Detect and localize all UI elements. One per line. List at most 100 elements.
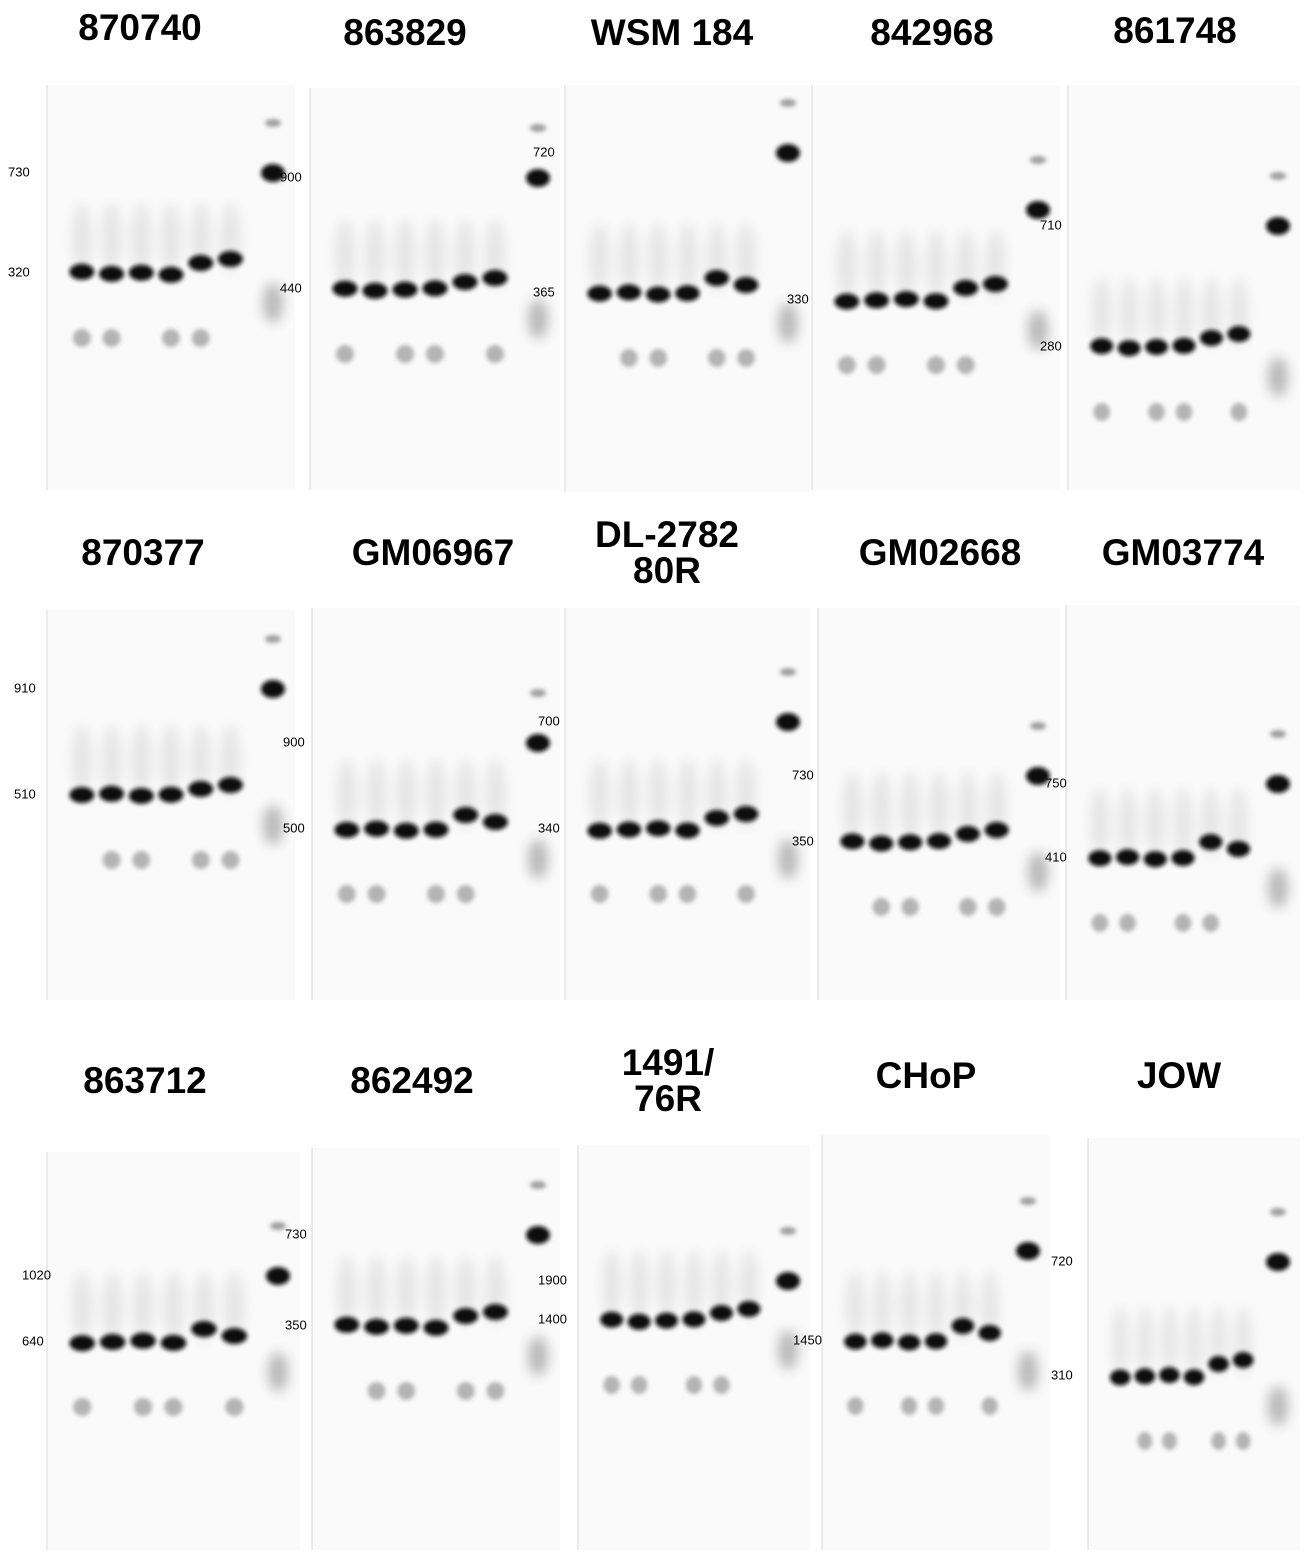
size-label: 500 — [283, 820, 305, 835]
panel-title: 76R — [634, 1078, 702, 1119]
ladder-band — [1020, 1197, 1036, 1205]
ladder-smear — [1268, 357, 1288, 397]
gel-band — [393, 822, 419, 839]
gel-band — [1109, 1369, 1131, 1386]
ladder-band — [1030, 156, 1046, 164]
gel-smear — [71, 1272, 93, 1342]
gel-smear — [711, 1250, 732, 1320]
gel-faint-band — [956, 356, 975, 374]
gel-band — [1145, 339, 1169, 355]
ladder-band — [1030, 722, 1046, 730]
gel-background — [47, 610, 295, 1000]
panel-title: 862492 — [350, 1060, 473, 1101]
gel-background — [578, 1145, 810, 1550]
gel-band — [1090, 338, 1114, 355]
gel-band — [160, 1334, 187, 1351]
gel-band — [655, 1312, 679, 1329]
ladder-band — [1270, 172, 1286, 180]
gel-faint-band — [486, 1382, 505, 1400]
ladder-band — [530, 124, 546, 132]
gel-band — [587, 285, 612, 302]
gel-smear — [425, 759, 447, 829]
gel-faint-band — [988, 898, 1006, 916]
gel-background — [47, 85, 295, 490]
gel-smear — [1111, 1306, 1129, 1376]
gel-band — [128, 787, 154, 804]
gel-smear — [71, 203, 93, 273]
gel-smear — [223, 1272, 246, 1342]
gel-band — [704, 810, 730, 826]
panel-title: 863712 — [83, 1060, 206, 1101]
gel-smear — [842, 772, 863, 842]
ladder-band — [1016, 1242, 1040, 1260]
gel-smear — [647, 759, 669, 829]
gel-band — [926, 833, 952, 850]
gel-panel: 1491/76R 1900 1400 — [538, 1042, 810, 1550]
size-label: 900 — [280, 169, 302, 184]
gel-band — [955, 826, 980, 842]
ladder-band — [1270, 730, 1286, 738]
gel-band — [130, 1332, 156, 1349]
panel-title: 80R — [633, 550, 701, 591]
gel-faint-band — [367, 1382, 386, 1400]
gel-smear — [900, 772, 921, 842]
gel-smear — [190, 203, 212, 273]
size-label: 730 — [285, 1226, 307, 1241]
gel-band — [191, 1321, 217, 1337]
gel-band — [1134, 1368, 1156, 1385]
ladder-band — [261, 164, 285, 182]
ladder-band — [1266, 217, 1290, 235]
gel-smear — [1146, 277, 1167, 347]
gel-faint-band — [1230, 403, 1248, 421]
gel-band — [217, 777, 243, 793]
gel-faint-band — [737, 349, 755, 367]
gel-band — [616, 821, 642, 838]
gel-smear — [925, 230, 947, 300]
gel-panel: JOW 720 310 — [1051, 1055, 1300, 1550]
gel-band — [1208, 1356, 1229, 1372]
gel-faint-band — [426, 345, 444, 363]
ladder-band — [261, 680, 285, 698]
gel-faint-band — [737, 885, 755, 903]
gel-faint-band — [927, 356, 945, 374]
ladder-band — [780, 1227, 796, 1235]
gel-smear — [1119, 277, 1139, 347]
gel-band — [923, 293, 949, 310]
ladder-smear — [778, 1330, 798, 1370]
gel-band — [69, 787, 95, 803]
gel-smear — [677, 759, 698, 829]
gel-faint-band — [867, 356, 886, 374]
gel-band — [362, 282, 388, 299]
gel-smear — [1174, 277, 1194, 347]
gel-faint-band — [456, 1382, 475, 1400]
panel-title: 1491/ — [622, 1042, 715, 1083]
ladder-band — [526, 734, 550, 752]
gel-band — [1199, 834, 1223, 850]
size-label: 280 — [1040, 338, 1062, 353]
gel-faint-band — [1091, 914, 1109, 932]
gel-faint-band — [102, 329, 121, 347]
gel-smear — [364, 219, 386, 289]
gel-band — [1115, 849, 1140, 866]
gel-smear — [1092, 277, 1112, 347]
gel-band — [1172, 337, 1196, 354]
gel-faint-band — [1093, 403, 1110, 421]
gel-band — [423, 821, 449, 838]
gel-band — [733, 806, 759, 822]
gel-smear — [455, 1256, 477, 1326]
gel-band — [978, 1325, 1001, 1341]
ladder-band — [526, 1226, 550, 1244]
ladder-smear — [1268, 868, 1288, 908]
size-label: 1020 — [22, 1267, 51, 1282]
gel-smear — [366, 1256, 387, 1326]
gel-band — [869, 835, 894, 852]
gel-faint-band — [847, 1397, 864, 1415]
ladder-band — [530, 1181, 546, 1189]
gel-band — [1227, 326, 1251, 342]
gel-band — [893, 291, 919, 308]
ladder-smear — [528, 299, 548, 339]
gel-band — [840, 833, 865, 850]
gel-band — [709, 1305, 733, 1321]
gel-smear — [334, 219, 356, 289]
gel-faint-band — [1235, 1432, 1251, 1450]
